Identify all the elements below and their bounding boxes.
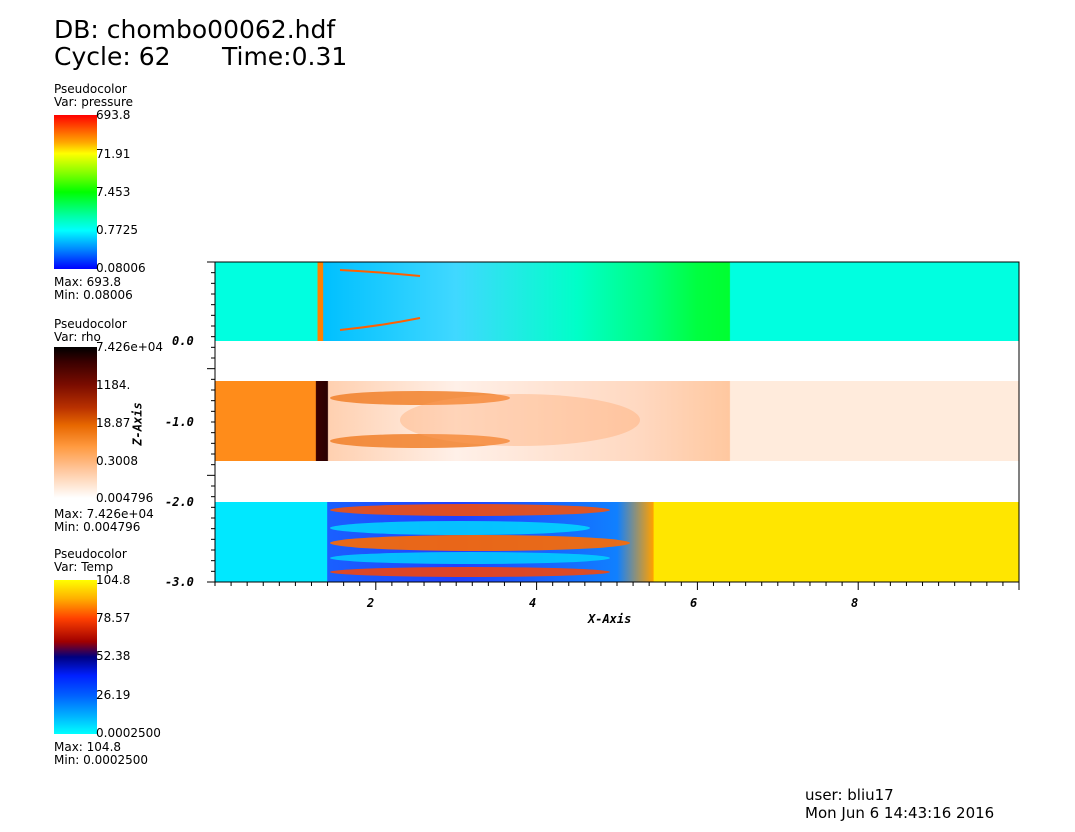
legend-title: Pseudocolor [54,547,127,561]
x-tick-label: 4 [529,596,537,610]
legend-tick: 0.0002500 [96,726,161,740]
legend-max: Max: 104.8 [54,740,122,754]
pressure-band [215,262,1019,341]
legend-var: Var: rho [54,330,101,344]
temp-jet-4 [330,552,610,564]
y-tick-marks [207,261,215,583]
legend-tick: 0.004796 [96,491,154,505]
legend-tick: 0.7725 [96,223,138,237]
date-label: Mon Jun 6 14:43:16 2016 [805,804,995,822]
temp-jet-3 [330,535,630,551]
rho-colorbar [54,347,97,498]
legend-min: Min: 0.004796 [54,520,141,534]
legend-tick: 0.08006 [96,261,146,275]
legend-tick: 26.19 [96,688,131,702]
user-label: user: bliu17 [805,786,894,804]
cycle-label: Cycle: 62 [54,42,171,71]
legend-tick: 78.57 [96,611,131,625]
x-tick-label: 8 [851,596,859,610]
legend-max: Max: 7.426e+04 [54,507,154,521]
legend-title: Pseudocolor [54,317,127,331]
db-title: DB: chombo00062.hdf [54,15,336,44]
legend-tick: 104.8 [96,573,131,587]
y-tick-label: -1.0 [165,415,194,429]
x-tick-label: 6 [690,596,698,610]
legend-tick: 71.91 [96,147,131,161]
y-tick-label: -3.0 [165,575,194,589]
legend-tick: 0.3008 [96,454,138,468]
legend-tick: 52.38 [96,649,131,663]
legend-max: Max: 693.8 [54,275,122,289]
legend-title: Pseudocolor [54,82,127,96]
x-tick-label: 2 [367,596,375,610]
legend-min: Min: 0.08006 [54,288,133,302]
x-tick-marks [214,582,1020,590]
rho-wake [400,394,640,446]
legend-tick: 693.8 [96,108,131,122]
pressure-jet-upper [339,269,421,277]
legend-min: Min: 0.0002500 [54,753,149,767]
temp-jet-2 [330,521,590,535]
legend-tick: 1184. [96,378,131,392]
legend-tick: 7.453 [96,185,131,199]
y-axis-label: Z-Axis [130,402,145,446]
legend-tick: 18.87 [96,416,131,430]
temp-colorbar [54,580,97,734]
pressure-colorbar [54,115,97,269]
rho-jet-upper [330,391,510,405]
y-tick-label: 0.0 [172,334,194,348]
pressure-jet-lower [339,317,421,331]
legend-var: Var: Temp [54,560,114,574]
temp-jet-5 [330,567,610,577]
rho-jet-lower [330,434,510,448]
time-label: Time:0.31 [222,42,348,71]
temp-jet-1 [330,504,610,516]
y-tick-label: -2.0 [165,495,194,509]
legend-var: Var: pressure [54,95,134,109]
x-axis-label: X-Axis [588,612,632,626]
legend-tick: 7.426e+04 [96,340,164,354]
